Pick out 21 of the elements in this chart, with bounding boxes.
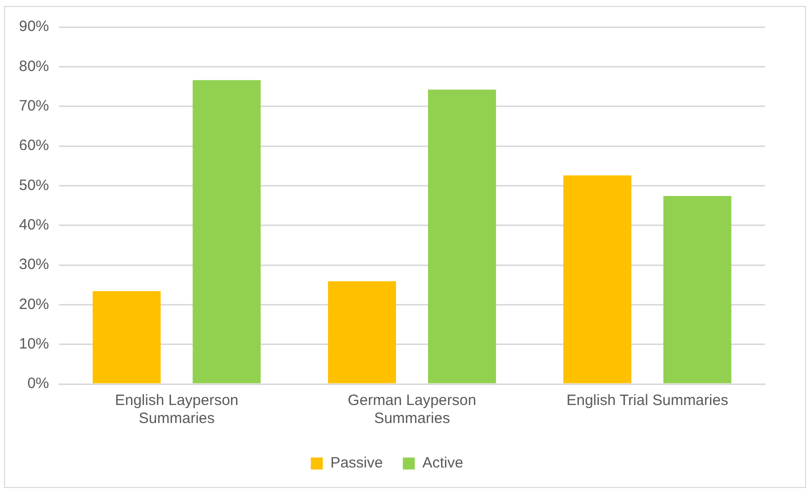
y-tick-label: 40% — [18, 216, 50, 234]
bar — [428, 90, 496, 384]
legend-label: Active — [422, 454, 464, 472]
bar — [192, 80, 261, 384]
x-tick-label: English Layperson Summaries — [114, 392, 238, 428]
bar — [92, 291, 161, 384]
bar — [563, 175, 632, 384]
y-tick-label: 0% — [27, 375, 50, 392]
bar — [663, 196, 732, 384]
y-tick-label: 90% — [18, 18, 50, 36]
y-tick-label: 30% — [18, 256, 50, 274]
y-tick-label: 10% — [18, 335, 50, 352]
y-tick-label: 20% — [18, 296, 50, 313]
y-tick-label: 50% — [18, 176, 50, 194]
y-tick-label: 80% — [18, 58, 50, 75]
x-tick-label: German Layperson Summaries — [348, 392, 476, 428]
y-tick-label: 60% — [18, 137, 50, 154]
x-tick-label: English Trial Summaries — [566, 392, 728, 410]
y-tick-label: 70% — [18, 97, 50, 114]
bar — [328, 281, 396, 384]
legend-label: Passive — [330, 454, 383, 472]
